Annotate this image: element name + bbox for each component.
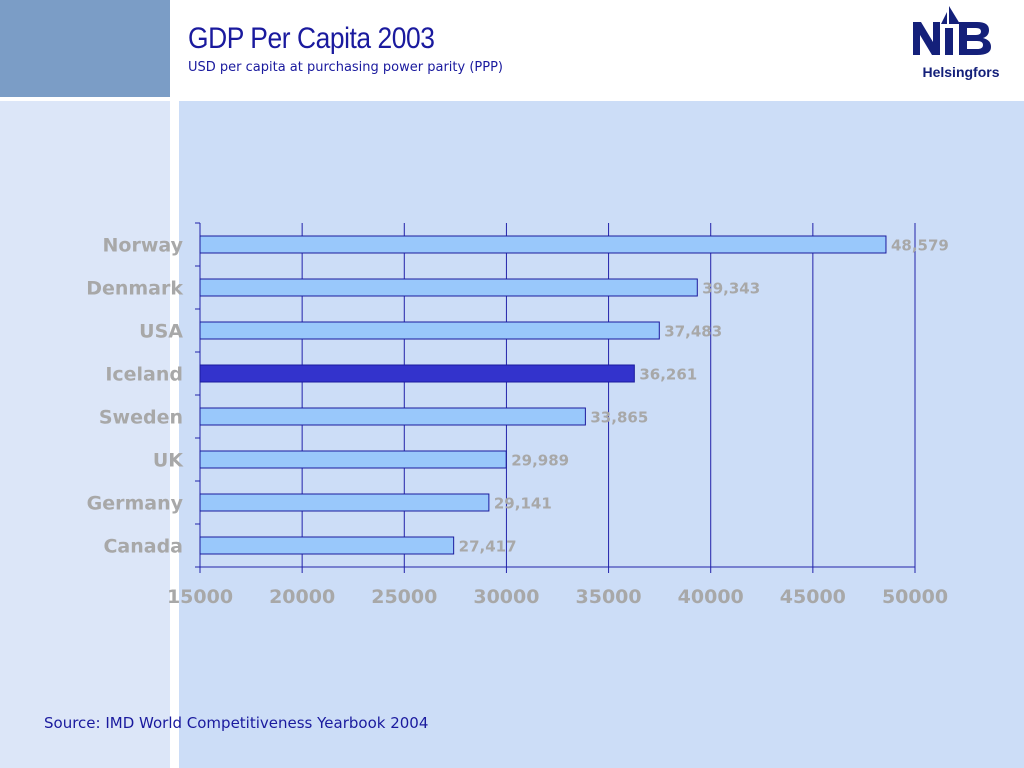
bar-germany [199, 493, 490, 512]
x-tick-label: 40000 [678, 586, 744, 608]
bar-denmark [199, 278, 698, 297]
slide-title: GDP Per Capita 2003 [188, 22, 435, 55]
bar-iceland [199, 364, 635, 383]
value-label: 37,483 [664, 323, 722, 341]
category-label: Iceland [105, 364, 183, 386]
x-tick-label: 25000 [371, 586, 437, 608]
logo-caption: Helsingfors [922, 64, 1000, 80]
x-tick-label: 15000 [167, 586, 233, 608]
value-label: 39,343 [702, 280, 760, 298]
value-label: 48,579 [891, 237, 949, 255]
slide-subtitle: USD per capita at purchasing power parit… [188, 60, 503, 75]
bar-usa [199, 321, 660, 340]
bar-norway [199, 235, 887, 254]
bar-sweden [199, 407, 586, 426]
bar-uk [199, 450, 507, 469]
x-tick-label: 35000 [576, 586, 642, 608]
category-label: Denmark [86, 278, 183, 300]
value-label: 33,865 [590, 409, 648, 427]
panel-divider [170, 101, 179, 768]
value-label: 27,417 [459, 538, 517, 556]
chart-background-panel [179, 101, 1024, 768]
left-margin-panel [0, 101, 170, 768]
category-label: USA [139, 321, 183, 343]
value-label: 29,141 [494, 495, 552, 513]
nib-logo: Helsingfors [905, 4, 1017, 84]
bar-canada [199, 536, 455, 555]
x-tick-label: 45000 [780, 586, 846, 608]
nib-logo-mark [913, 6, 991, 55]
header-accent-block [0, 0, 170, 97]
category-label: Germany [87, 493, 184, 515]
category-label: Norway [103, 235, 184, 257]
category-label: UK [153, 450, 184, 472]
x-tick-label: 30000 [473, 586, 539, 608]
x-tick-label: 20000 [269, 586, 335, 608]
value-label: 36,261 [639, 366, 697, 384]
value-label: 29,989 [511, 452, 569, 470]
category-label: Canada [103, 536, 183, 558]
category-label: Sweden [99, 407, 183, 429]
x-tick-label: 50000 [882, 586, 948, 608]
source-note: Source: IMD World Competitiveness Yearbo… [44, 714, 429, 732]
